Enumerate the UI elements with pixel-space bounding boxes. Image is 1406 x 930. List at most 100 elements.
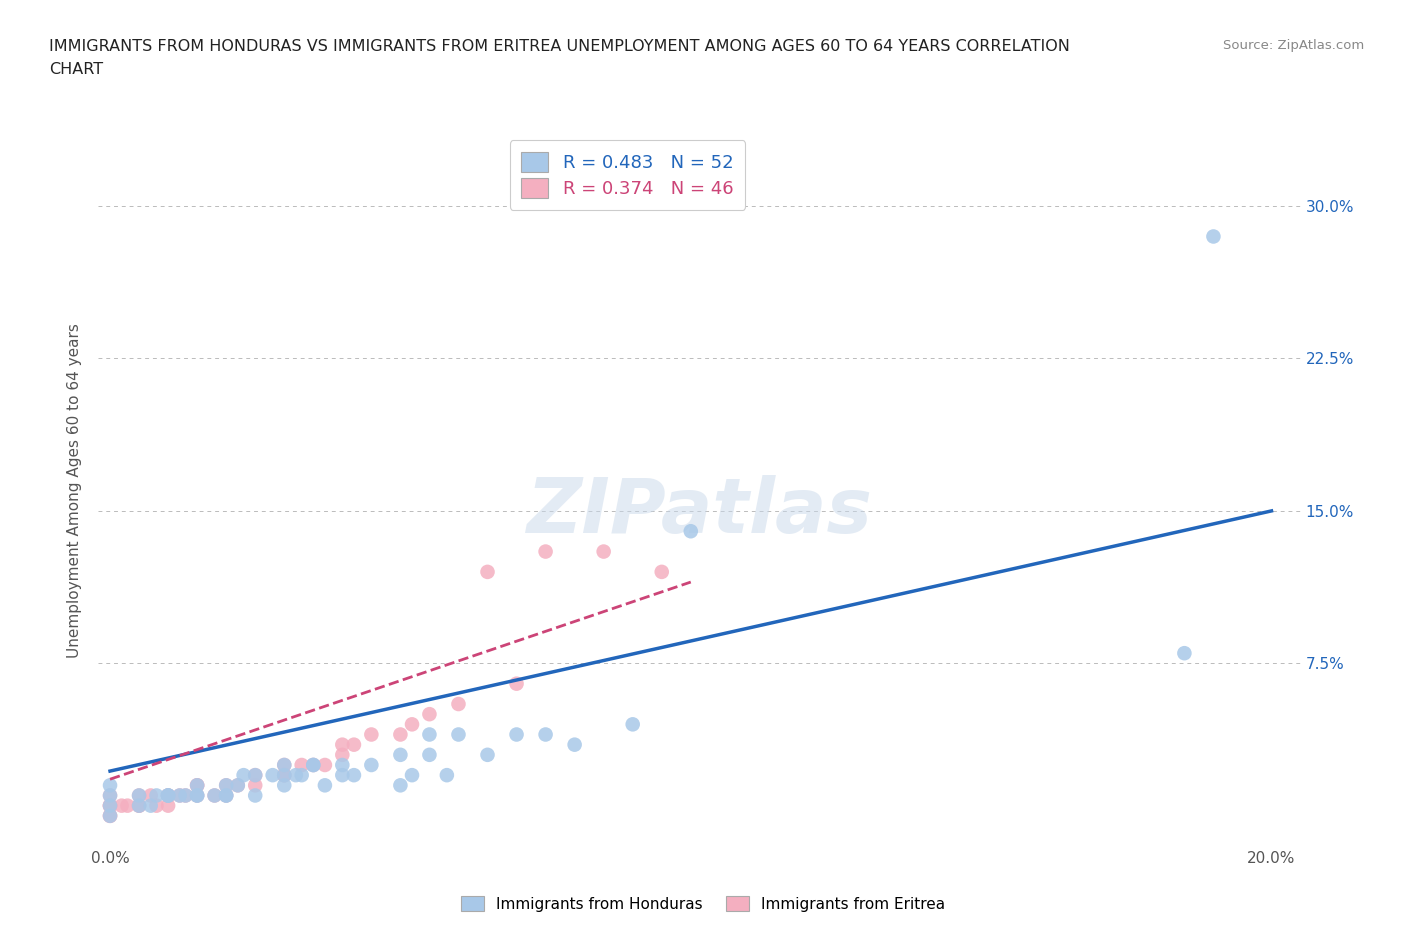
Text: Source: ZipAtlas.com: Source: ZipAtlas.com [1223,39,1364,52]
Point [302,758,325,773]
Point [343,768,366,783]
Point [174,788,197,803]
Y-axis label: Unemployment Among Ages 60 to 64 years: Unemployment Among Ages 60 to 64 years [67,323,83,658]
Point [128,788,150,803]
Point [215,777,238,792]
Point [98,788,121,803]
Point [117,798,139,813]
Legend: Immigrants from Honduras, Immigrants from Eritrea: Immigrants from Honduras, Immigrants fro… [456,889,950,918]
Point [98,798,121,813]
Point [564,737,586,752]
Point [169,788,191,803]
Point [447,727,470,742]
Point [186,777,208,792]
Point [389,777,412,792]
Point [360,758,382,773]
Point [534,544,557,559]
Legend: R = 0.483   N = 52, R = 0.374   N = 46: R = 0.483 N = 52, R = 0.374 N = 46 [509,140,745,210]
Point [128,798,150,813]
Point [330,758,353,773]
Point [651,565,673,579]
Point [389,748,412,763]
Point [98,808,121,823]
Point [262,768,284,783]
Point [291,768,314,783]
Point [226,777,249,792]
Point [157,788,180,803]
Point [273,758,295,773]
Point [245,768,267,783]
Point [204,788,226,803]
Point [215,788,238,803]
Point [418,727,440,742]
Point [273,768,295,783]
Point [128,788,150,803]
Point [284,768,307,783]
Text: ZIPatlas: ZIPatlas [526,475,873,549]
Point [186,788,208,803]
Point [98,798,121,813]
Point [186,777,208,792]
Point [343,737,366,752]
Point [157,788,180,803]
Point [592,544,614,559]
Point [98,798,121,813]
Point [111,798,134,813]
Point [505,727,527,742]
Point [98,808,121,823]
Point [534,727,557,742]
Point [226,777,249,792]
Point [128,798,150,813]
Text: IMMIGRANTS FROM HONDURAS VS IMMIGRANTS FROM ERITREA UNEMPLOYMENT AMONG AGES 60 T: IMMIGRANTS FROM HONDURAS VS IMMIGRANTS F… [49,39,1070,54]
Point [245,777,267,792]
Point [186,788,208,803]
Point [186,777,208,792]
Point [330,768,353,783]
Point [418,707,440,722]
Point [157,798,180,813]
Point [447,697,470,711]
Point [477,748,499,763]
Point [679,524,702,538]
Point [401,717,423,732]
Point [621,717,644,732]
Point [477,565,499,579]
Text: CHART: CHART [49,62,103,77]
Point [139,788,162,803]
Point [1202,229,1225,244]
Point [389,727,412,742]
Point [273,777,295,792]
Point [215,777,238,792]
Point [215,788,238,803]
Point [157,788,180,803]
Point [314,758,336,773]
Point [291,758,314,773]
Point [157,788,180,803]
Point [186,788,208,803]
Point [139,798,162,813]
Point [174,788,197,803]
Point [401,768,423,783]
Point [1173,645,1195,660]
Point [314,777,336,792]
Point [98,777,121,792]
Point [232,768,254,783]
Point [245,788,267,803]
Point [273,758,295,773]
Point [505,676,527,691]
Point [169,788,191,803]
Point [436,768,458,783]
Point [145,798,167,813]
Point [98,798,121,813]
Point [245,768,267,783]
Point [215,788,238,803]
Point [204,788,226,803]
Point [157,788,180,803]
Point [128,798,150,813]
Point [98,788,121,803]
Point [302,758,325,773]
Point [330,737,353,752]
Point [330,748,353,763]
Point [360,727,382,742]
Point [302,758,325,773]
